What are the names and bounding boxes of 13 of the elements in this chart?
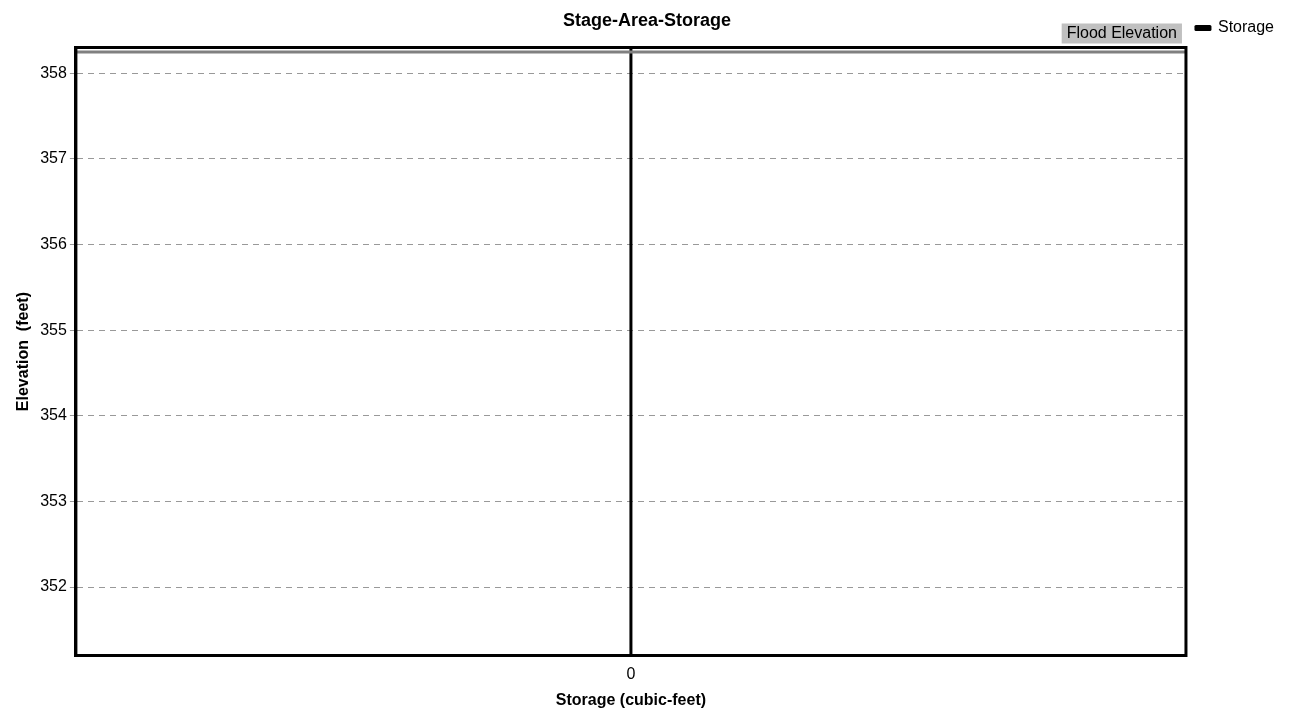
y-axis-title: Elevation (feet): [14, 292, 32, 412]
legend-label: Storage: [1217, 18, 1275, 36]
ref-line-label: Flood Elevation: [1066, 24, 1177, 42]
y-tick-label: 358: [40, 63, 67, 81]
y-tick-label: 355: [40, 320, 67, 338]
x-axis-title: Storage (cubic-feet): [555, 690, 707, 708]
chart-title: Stage-Area-Storage: [562, 9, 732, 30]
x-tick-label: 0: [626, 664, 636, 682]
y-tick-label: 354: [40, 406, 67, 424]
y-tick-label: 353: [40, 491, 67, 509]
y-tick-label: 356: [40, 234, 67, 252]
y-tick-label: 357: [40, 149, 67, 167]
y-tick-label: 352: [40, 577, 67, 595]
